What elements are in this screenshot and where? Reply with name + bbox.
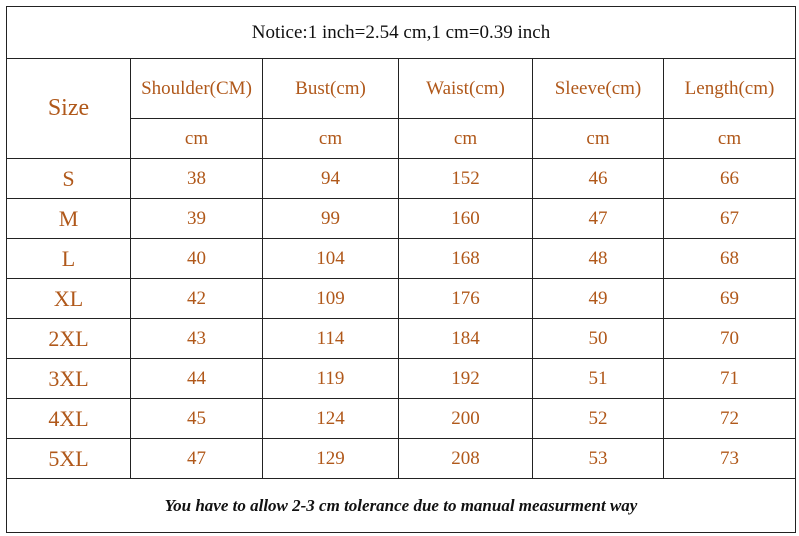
- measurement: 119: [262, 358, 399, 399]
- measurement: 104: [262, 238, 399, 279]
- measurement: 208: [398, 438, 533, 479]
- measurement: 70: [662, 318, 797, 359]
- measurement: 99: [262, 198, 399, 239]
- table-body: Notice:1 inch=2.54 cm,1 cm=0.39 inch Siz…: [5, 6, 797, 533]
- size-label: M: [6, 198, 131, 239]
- notice-row: Notice:1 inch=2.54 cm,1 cm=0.39 inch: [5, 6, 797, 59]
- measurement: 69: [662, 278, 797, 319]
- header-row: Size Shoulder(CM) Bust(cm) Waist(cm) Sleeve(…: [6, 58, 797, 159]
- measurement: 160: [398, 198, 533, 239]
- unit-label: cm: [532, 118, 664, 159]
- measurement: 72: [662, 398, 797, 439]
- unit-row: cm cm cm cm cm: [7, 118, 797, 159]
- unit-label: cm: [262, 118, 399, 159]
- measurement: 152: [398, 158, 533, 199]
- size-row: 5XL 47 129 208 53 73: [6, 438, 797, 479]
- size-row: L 40 104 168 48 68: [6, 238, 797, 279]
- measurement: 53: [532, 438, 664, 479]
- measurement: 42: [130, 278, 263, 319]
- measurement: 68: [662, 238, 797, 279]
- column-header: Bust(cm): [262, 58, 399, 119]
- column-header: Waist(cm): [398, 58, 533, 119]
- size-row: S 38 94 152 46 66: [6, 158, 797, 199]
- measurement: 192: [398, 358, 533, 399]
- size-row: M 39 99 160 47 67: [6, 198, 797, 239]
- measurement: 129: [262, 438, 399, 479]
- footer-row: You have to allow 2-3 cm tolerance due t…: [5, 478, 797, 533]
- size-label: 4XL: [6, 398, 131, 439]
- size-row: 2XL 43 114 184 50 70: [6, 318, 797, 359]
- measurement: 114: [262, 318, 399, 359]
- measurement: 44: [130, 358, 263, 399]
- size-table: Notice:1 inch=2.54 cm,1 cm=0.39 inch Siz…: [5, 6, 797, 533]
- measurement: 124: [262, 398, 399, 439]
- measurement: 52: [532, 398, 664, 439]
- measurement: 38: [130, 158, 263, 199]
- size-row: XL 42 109 176 49 69: [6, 278, 797, 319]
- column-header: Shoulder(CM): [130, 58, 263, 119]
- measurement: 45: [130, 398, 263, 439]
- measurement: 168: [398, 238, 533, 279]
- measurement: 184: [398, 318, 533, 359]
- unit-label: cm: [130, 118, 263, 159]
- measurement: 66: [662, 158, 797, 199]
- column-header: Sleeve(cm): [532, 58, 664, 119]
- measurement: 40: [130, 238, 263, 279]
- size-header: Size: [6, 58, 131, 159]
- measurement: 73: [662, 438, 797, 479]
- size-row: 4XL 45 124 200 52 72: [6, 398, 797, 439]
- measurement: 200: [398, 398, 533, 439]
- measurement: 67: [662, 198, 797, 239]
- measurement: 109: [262, 278, 399, 319]
- measurement: 50: [532, 318, 664, 359]
- measurement: 48: [532, 238, 664, 279]
- measurement: 47: [532, 198, 664, 239]
- size-label: L: [6, 238, 131, 279]
- measurement: 39: [130, 198, 263, 239]
- size-row: 3XL 44 119 192 51 71: [6, 358, 797, 399]
- measurement: 94: [262, 158, 399, 199]
- size-label: 5XL: [6, 438, 131, 479]
- size-label: XL: [6, 278, 131, 319]
- measurement: 49: [532, 278, 664, 319]
- size-label: 2XL: [6, 318, 131, 359]
- size-label: S: [6, 158, 131, 199]
- column-header: Length(cm): [662, 58, 797, 119]
- unit-label: cm: [398, 118, 533, 159]
- notice: Notice:1 inch=2.54 cm,1 cm=0.39 inch: [5, 6, 797, 59]
- measurement: 176: [398, 278, 533, 319]
- measurement: 43: [130, 318, 263, 359]
- measurement: 71: [662, 358, 797, 399]
- footer-note: You have to allow 2-3 cm tolerance due t…: [5, 478, 797, 533]
- size-label: 3XL: [6, 358, 131, 399]
- measurement: 51: [532, 358, 664, 399]
- measurement: 47: [130, 438, 263, 479]
- unit-label: cm: [662, 118, 797, 159]
- measurement: 46: [532, 158, 664, 199]
